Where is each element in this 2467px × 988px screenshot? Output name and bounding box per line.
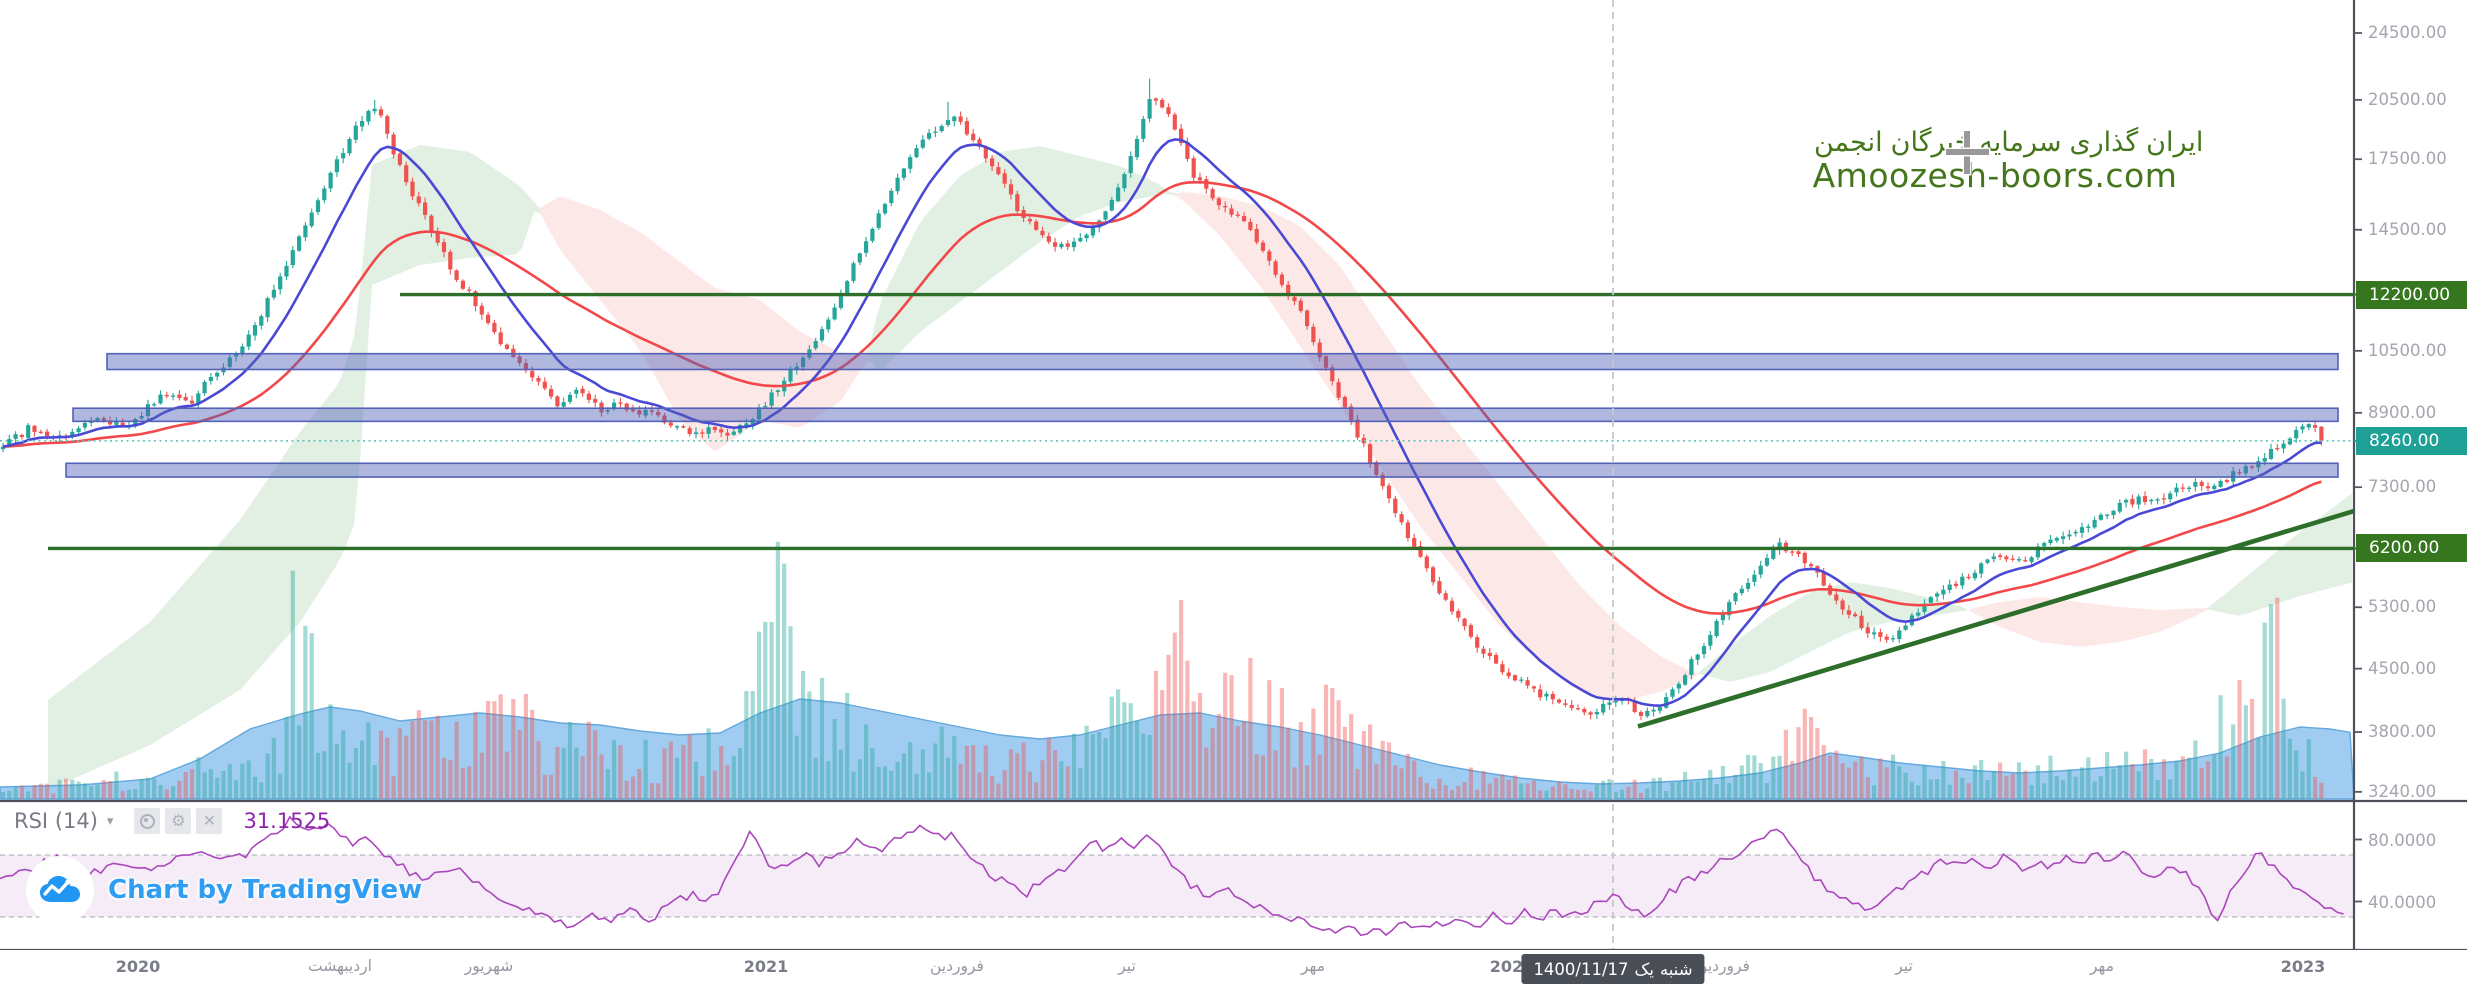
ichimoku-cloud bbox=[1698, 582, 1968, 682]
time-axis-label: تیر bbox=[1118, 957, 1136, 975]
crosshair-day-word: یک bbox=[1634, 959, 1654, 979]
settings-gear-icon[interactable]: ⚙ bbox=[165, 808, 192, 834]
ma-fast-line bbox=[2, 138, 2322, 708]
rsi-line bbox=[0, 815, 2344, 937]
price-tick-label: 14500.00 bbox=[2368, 219, 2447, 239]
time-axis-label: 2020 bbox=[115, 957, 161, 976]
rsi-indicator-title[interactable]: RSI (14) bbox=[14, 809, 98, 833]
crosshair-day-word: شنبه bbox=[1659, 959, 1693, 979]
last-price-badge: 8260.00 bbox=[2356, 426, 2467, 455]
price-tick-label: 7300.00 bbox=[2368, 477, 2437, 497]
price-axis[interactable]: 24500.00 20500.00 17500.00 14500.00 10500.00… bbox=[2356, 0, 2467, 950]
time-axis-label: مهر bbox=[2090, 957, 2114, 975]
price-tick-label: 8900.00 bbox=[2368, 402, 2437, 422]
rsi-value: 31.1525 bbox=[243, 809, 331, 833]
tradingview-attribution[interactable]: Chart by TradingView bbox=[26, 856, 422, 924]
time-axis-label: شهریور bbox=[464, 957, 514, 975]
close-icon[interactable]: ✕ bbox=[196, 808, 223, 834]
ichimoku-cloud bbox=[1968, 597, 2208, 647]
crosshair-date: 1400/11/17 bbox=[1533, 959, 1629, 979]
time-axis-label: اردیبهشت bbox=[308, 957, 372, 975]
ma-slow-line bbox=[2, 180, 2322, 615]
time-axis-label: 2023 bbox=[2280, 957, 2326, 976]
time-axis-label: فروردین bbox=[930, 957, 984, 975]
time-axis-label: تیر bbox=[1895, 957, 1913, 975]
price-tick-label: 24500.00 bbox=[2368, 23, 2447, 42]
time-axis-label: فروردین bbox=[1696, 957, 1750, 975]
ichimoku-cloud bbox=[48, 145, 540, 790]
price-level-badge-support: 6200.00 bbox=[2356, 534, 2467, 563]
supply-demand-zone[interactable] bbox=[106, 352, 2339, 371]
price-level-badge-resistance: 12200.00 bbox=[2356, 280, 2467, 309]
ichimoku-cloud bbox=[540, 197, 870, 452]
ichimoku-cloud bbox=[870, 146, 1176, 370]
time-axis-label: 2021 bbox=[743, 957, 789, 976]
price-tick-label: 4500.00 bbox=[2368, 658, 2437, 678]
volume-bars bbox=[0, 541, 2324, 799]
rsi-indicator-header: RSI (14) ▾ ⚙ ✕ 31.1525 bbox=[14, 808, 330, 834]
rsi-axis-upper-label: 80.0000 bbox=[2368, 831, 2437, 850]
volume-ma-area bbox=[0, 698, 2355, 800]
chevron-down-icon[interactable]: ▾ bbox=[106, 813, 114, 829]
time-axis-label: مهر bbox=[1301, 957, 1325, 975]
crosshair-date-badge: 1400/11/17 یک شنبه bbox=[1521, 954, 1705, 984]
rsi-axis-lower-label: 40.0000 bbox=[2368, 893, 2437, 912]
rsi-band bbox=[0, 855, 2354, 917]
price-tick-label: 20500.00 bbox=[2368, 89, 2447, 109]
supply-demand-zone[interactable] bbox=[65, 462, 2339, 478]
supply-demand-zone[interactable] bbox=[72, 407, 2339, 423]
price-tick-label: 3800.00 bbox=[2368, 722, 2437, 742]
price-tick-label: 5300.00 bbox=[2368, 597, 2437, 617]
trendline[interactable] bbox=[1637, 508, 2355, 729]
price-tick-label: 17500.00 bbox=[2368, 149, 2447, 169]
time-axis[interactable]: 2020 اردیبهشت شهریور 2021 فروردین تیر مهر 2022 ف… bbox=[0, 950, 2467, 988]
crosshair-cursor-icon bbox=[1946, 149, 1989, 155]
price-tick-label: 10500.00 bbox=[2368, 340, 2447, 360]
visibility-icon[interactable] bbox=[134, 808, 161, 834]
ichimoku-cloud bbox=[2208, 493, 2352, 616]
price-tick-label: 3240.00 bbox=[2368, 781, 2437, 801]
tradingview-logo-icon[interactable] bbox=[26, 856, 94, 924]
price-axis-background bbox=[2355, 0, 2467, 950]
attribution-label[interactable]: Chart by TradingView bbox=[108, 875, 423, 905]
rsi-indicator-buttons: ⚙ ✕ bbox=[134, 808, 223, 834]
ichimoku-cloud bbox=[1176, 192, 1698, 703]
